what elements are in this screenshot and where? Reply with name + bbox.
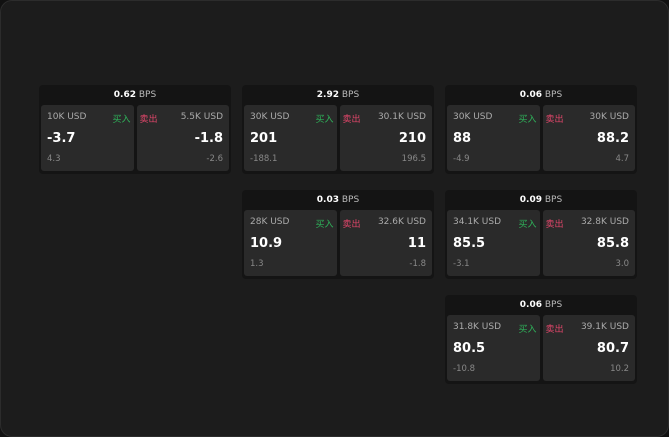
quote-tile: 0.62 BPS 10K USD 买入 -3.7 4.3 5.5K USD 卖出…	[39, 85, 231, 174]
spread-unit: BPS	[544, 195, 563, 205]
change: -3.1	[453, 259, 470, 269]
buy-cell[interactable]: 34.1K USD 买入 85.5 -3.1	[447, 210, 540, 276]
sell-cell[interactable]: 32.6K USD 卖出 11 -1.8	[339, 210, 432, 276]
change: 10.2	[610, 364, 629, 374]
spread-header: 0.09 BPS	[445, 190, 637, 210]
sell-label: 卖出	[342, 220, 361, 230]
size: 32.6K USD	[377, 217, 426, 227]
sell-label: 卖出	[545, 220, 564, 230]
size: 5.5K USD	[180, 112, 223, 122]
spread-value: 0.09	[519, 195, 542, 205]
spread-value: 0.06	[519, 300, 542, 310]
spread-unit: BPS	[544, 90, 563, 100]
size: 30K USD	[250, 112, 290, 122]
change: -10.8	[453, 364, 475, 374]
price: 10.9	[250, 236, 283, 251]
price: 88.2	[596, 131, 629, 146]
buy-cell[interactable]: 30K USD 买入 88 -4.9	[447, 105, 540, 171]
size: 31.8K USD	[453, 322, 502, 332]
price: 85.5	[453, 236, 486, 251]
sell-label: 卖出	[342, 115, 361, 125]
buy-label: 买入	[518, 220, 537, 230]
price: 88	[453, 131, 472, 146]
change: -2.6	[206, 154, 223, 164]
buy-cell[interactable]: 10K USD 买入 -3.7 4.3	[41, 105, 134, 171]
price: -3.7	[47, 131, 76, 146]
buy-label: 买入	[112, 115, 131, 125]
sell-cell[interactable]: 5.5K USD 卖出 -1.8 -2.6	[136, 105, 229, 171]
spread-header: 0.62 BPS	[39, 85, 231, 105]
change: 196.5	[401, 154, 426, 164]
change: 1.3	[250, 259, 264, 269]
spread-header: 2.92 BPS	[242, 85, 434, 105]
quote-tile: 0.06 BPS 30K USD 买入 88 -4.9 30K USD 卖出 8…	[445, 85, 637, 174]
spread-header: 0.03 BPS	[242, 190, 434, 210]
spread-header: 0.06 BPS	[445, 85, 637, 105]
price: 85.8	[596, 236, 629, 251]
buy-label: 买入	[518, 325, 537, 335]
spread-unit: BPS	[138, 90, 157, 100]
price: 80.5	[453, 341, 486, 356]
spread-value: 0.62	[113, 90, 136, 100]
sell-label: 卖出	[545, 115, 564, 125]
quote-tile: 0.06 BPS 31.8K USD 买入 80.5 -10.8 39.1K U…	[445, 295, 637, 384]
sell-label: 卖出	[139, 115, 158, 125]
sell-label: 卖出	[545, 325, 564, 335]
price: 210	[398, 131, 426, 146]
buy-label: 买入	[315, 115, 334, 125]
size: 32.8K USD	[580, 217, 629, 227]
spread-unit: BPS	[341, 90, 360, 100]
size: 39.1K USD	[580, 322, 629, 332]
sell-cell[interactable]: 30K USD 卖出 88.2 4.7	[542, 105, 635, 171]
buy-cell[interactable]: 30K USD 买入 201 -188.1	[244, 105, 337, 171]
sell-cell[interactable]: 30.1K USD 卖出 210 196.5	[339, 105, 432, 171]
change: 3.0	[615, 259, 629, 269]
sell-cell[interactable]: 32.8K USD 卖出 85.8 3.0	[542, 210, 635, 276]
size: 30K USD	[453, 112, 493, 122]
price: 201	[250, 131, 278, 146]
change: -4.9	[453, 154, 470, 164]
quote-tile: 0.03 BPS 28K USD 买入 10.9 1.3 32.6K USD 卖…	[242, 190, 434, 279]
buy-label: 买入	[315, 220, 334, 230]
price: 80.7	[596, 341, 629, 356]
price: 11	[407, 236, 426, 251]
sell-cell[interactable]: 39.1K USD 卖出 80.7 10.2	[542, 315, 635, 381]
buy-label: 买入	[518, 115, 537, 125]
change: 4.7	[615, 154, 629, 164]
change: 4.3	[47, 154, 61, 164]
quote-tile: 2.92 BPS 30K USD 买入 201 -188.1 30.1K USD…	[242, 85, 434, 174]
quote-tile: 0.09 BPS 34.1K USD 买入 85.5 -3.1 32.8K US…	[445, 190, 637, 279]
spread-unit: BPS	[341, 195, 360, 205]
size: 10K USD	[47, 112, 87, 122]
size: 34.1K USD	[453, 217, 502, 227]
buy-cell[interactable]: 31.8K USD 买入 80.5 -10.8	[447, 315, 540, 381]
spread-header: 0.06 BPS	[445, 295, 637, 315]
size: 30K USD	[589, 112, 629, 122]
change: -1.8	[409, 259, 426, 269]
spread-value: 0.06	[519, 90, 542, 100]
change: -188.1	[250, 154, 278, 164]
size: 28K USD	[250, 217, 290, 227]
spread-value: 0.03	[316, 195, 339, 205]
spread-value: 2.92	[316, 90, 339, 100]
buy-cell[interactable]: 28K USD 买入 10.9 1.3	[244, 210, 337, 276]
spread-unit: BPS	[544, 300, 563, 310]
size: 30.1K USD	[377, 112, 426, 122]
price: -1.8	[194, 131, 223, 146]
